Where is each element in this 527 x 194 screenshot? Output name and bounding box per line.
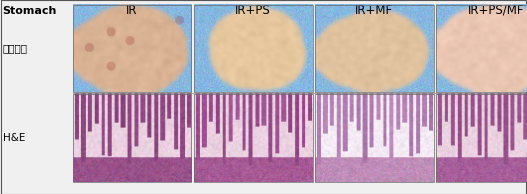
Bar (194, 94, 313, 182)
Text: IR: IR (126, 4, 138, 17)
Bar (436, 5, 527, 92)
Text: IR+PS/MF: IR+PS/MF (467, 4, 524, 17)
Text: IR+PS: IR+PS (236, 4, 271, 17)
Bar (315, 5, 434, 92)
Bar (73, 5, 191, 92)
Text: IR+MF: IR+MF (355, 4, 394, 17)
Text: Stomach: Stomach (3, 6, 57, 16)
Bar (194, 5, 313, 92)
Text: 육안사진: 육안사진 (3, 43, 27, 54)
Bar (73, 94, 191, 182)
Text: H&E: H&E (3, 133, 25, 143)
Bar (315, 94, 434, 182)
Bar (436, 94, 527, 182)
